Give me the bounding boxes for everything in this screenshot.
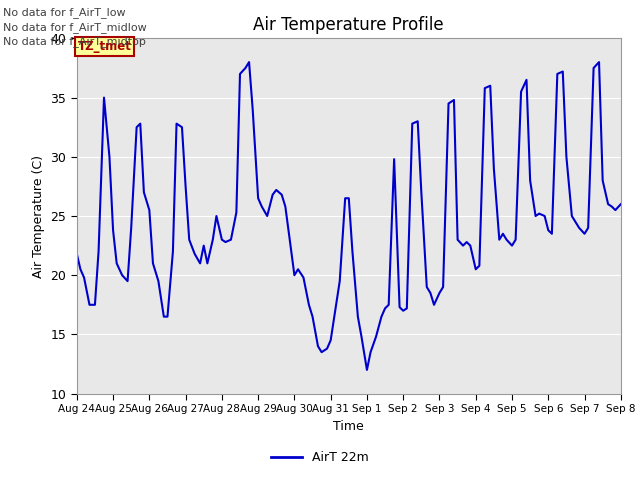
Text: No data for f_AirT_low: No data for f_AirT_low	[3, 7, 126, 18]
Legend: AirT 22m: AirT 22m	[266, 446, 374, 469]
Text: No data for f_AirT_midtop: No data for f_AirT_midtop	[3, 36, 146, 47]
Text: No data for f_AirT_midlow: No data for f_AirT_midlow	[3, 22, 147, 33]
Title: Air Temperature Profile: Air Temperature Profile	[253, 16, 444, 34]
Text: TZ_tmet: TZ_tmet	[77, 40, 131, 53]
X-axis label: Time: Time	[333, 420, 364, 432]
Y-axis label: Air Temperature (C): Air Temperature (C)	[32, 155, 45, 277]
